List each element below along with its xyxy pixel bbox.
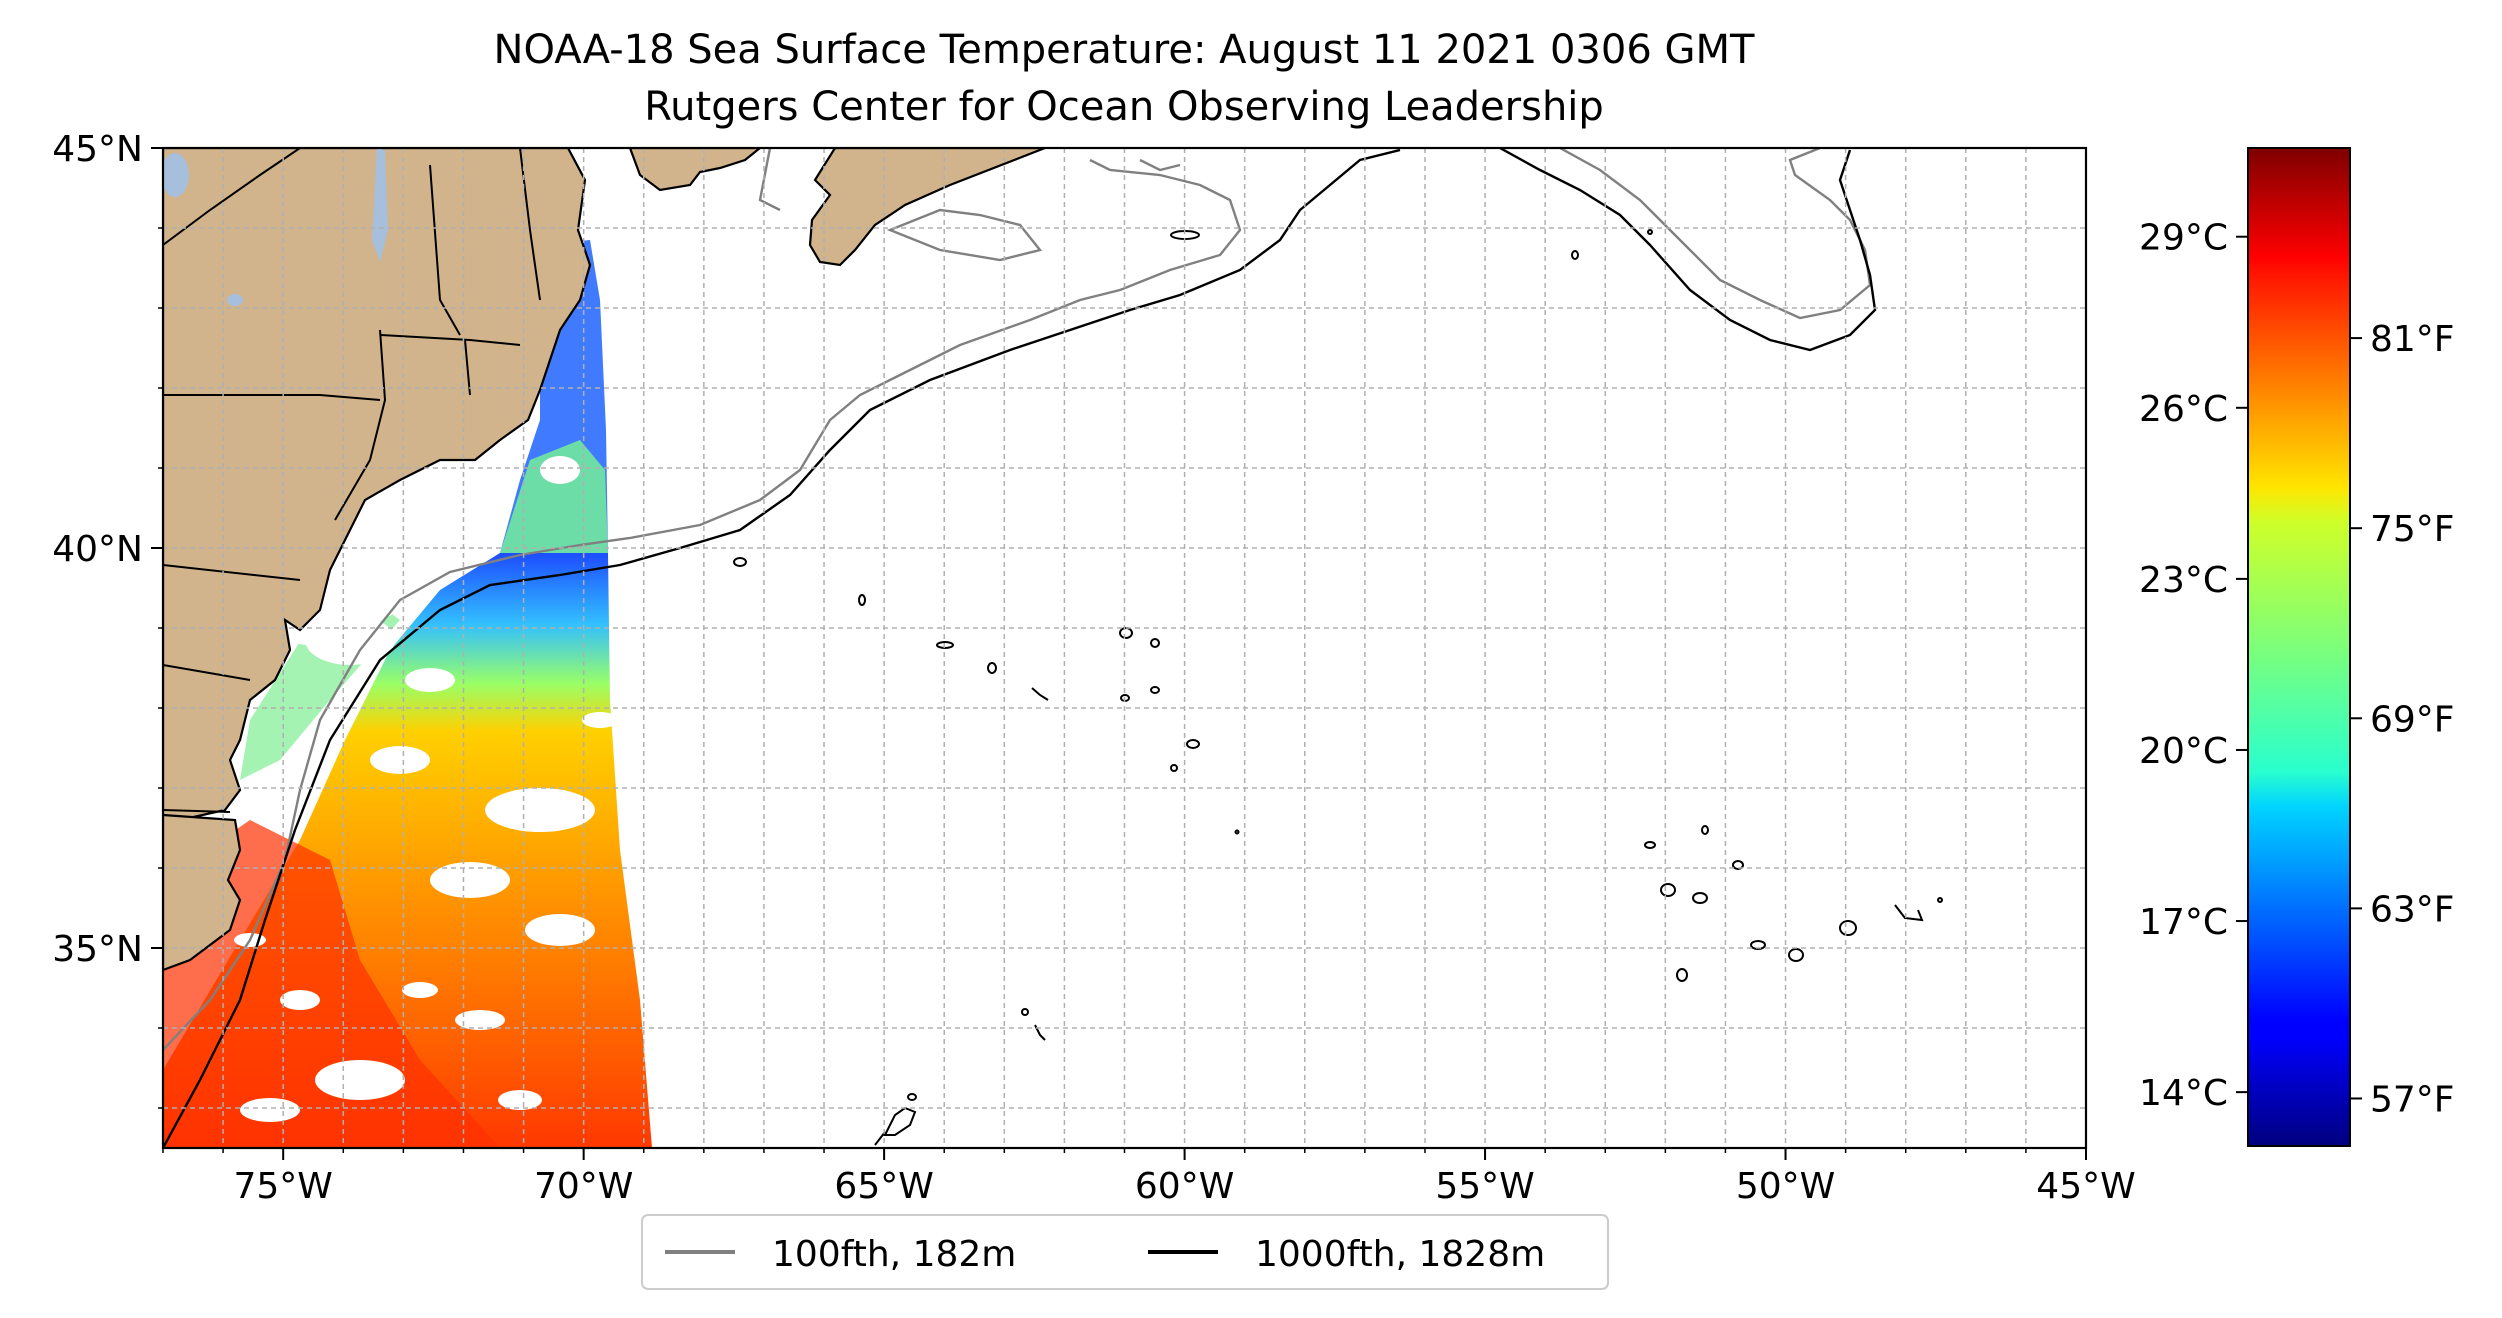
land-north-carolina [163,813,242,972]
lon-tick-label: 75°W [233,1166,332,1207]
lon-tick-label: 65°W [834,1166,933,1207]
land-masses [163,148,1046,972]
lat-tick-label: 40°N [52,529,143,570]
legend-label-100fth: 100fth, 182m [772,1234,1016,1275]
title-line-1: NOAA-18 Sea Surface Temperature: August … [494,27,1755,73]
celsius-tick-label: 26°C [2139,389,2228,430]
lon-tick-label: 60°W [1135,1166,1234,1207]
seamounts [733,229,1943,1146]
contour-1000fth [163,148,1877,1148]
lat-tick-label: 45°N [52,129,143,170]
land-new-brunswick [628,148,762,192]
fahrenheit-tick-label: 57°F [2370,1079,2455,1120]
lon-tick-label: 45°W [2036,1166,2135,1207]
gridlines [163,148,2086,1148]
colorbar-ticks: 14°C 17°C 20°C 23°C 26°C 29°C 57°F 63°F 69°F 75°F… [2139,218,2454,1121]
sst-swath [163,240,652,1148]
celsius-tick-label: 29°C [2139,218,2228,259]
colorbar: 14°C 17°C 20°C 23°C 26°C 29°C 57°F 63°F 69°F 75°F… [2139,147,2455,1147]
lakes [163,148,388,306]
cloud-gaps [234,456,618,1122]
fahrenheit-tick-label: 63°F [2370,889,2455,930]
axis-ticks: 75°W 70°W 65°W 60°W 55°W 50°W 45°W 45°N 40°N 35°N [52,129,2135,1207]
legend-label-1000fth: 1000fth, 1828m [1255,1234,1545,1275]
land-us-east-coast [163,148,592,822]
title-line-2: Rutgers Center for Ocean Observing Leade… [644,84,1604,130]
celsius-tick-label: 20°C [2139,731,2228,772]
sst-southern-red [163,820,500,1148]
lon-tick-label: 55°W [1435,1166,1534,1207]
lon-tick-label: 50°W [1736,1166,1835,1207]
lon-tick-label: 70°W [534,1166,633,1207]
legend-box [641,1214,1609,1290]
lat-tick-label: 35°N [52,929,143,970]
fahrenheit-tick-label: 75°F [2370,509,2455,550]
fahrenheit-tick-label: 81°F [2370,319,2455,360]
celsius-tick-label: 17°C [2139,902,2228,943]
legend: 100fth, 182m 1000fth, 1828m [641,1214,1609,1290]
map-panel [163,148,2086,1148]
celsius-tick-label: 14°C [2139,1073,2228,1114]
contour-100fth [163,148,1872,1051]
celsius-tick-label: 23°C [2139,560,2228,601]
fahrenheit-tick-label: 69°F [2370,699,2455,740]
land-nova-scotia [808,148,1046,267]
colorbar-gradient [2247,147,2351,1147]
coastal-clear-gap [280,520,470,650]
